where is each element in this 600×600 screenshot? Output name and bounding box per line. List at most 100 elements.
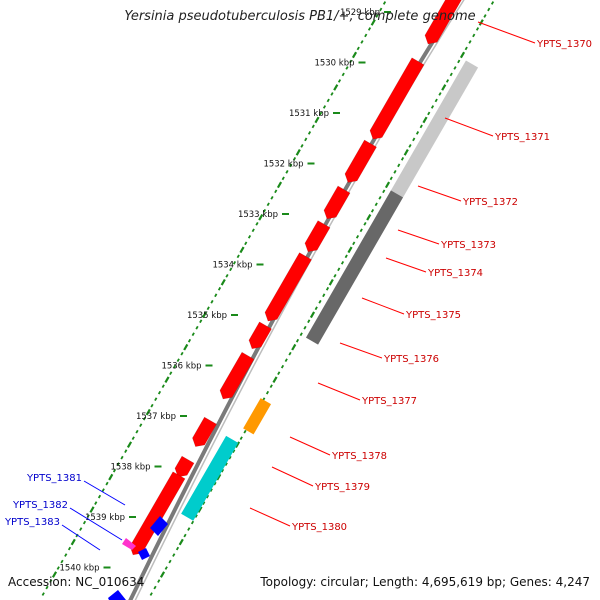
- gene-leader-line: [271, 466, 314, 487]
- tick-mark: [322, 105, 327, 109]
- tick-mark: [232, 449, 236, 453]
- tick-mark: [445, 79, 450, 83]
- tick-mark: [131, 436, 135, 440]
- tick-mark: [438, 92, 442, 96]
- tick-mark: [274, 189, 278, 194]
- tick-mark: [280, 364, 285, 369]
- gene-label[interactable]: YPTS_1370: [536, 39, 592, 50]
- gene-leader-line: [339, 342, 383, 359]
- tick-mark: [187, 527, 191, 531]
- tick-mark: [187, 338, 192, 343]
- tick-mark: [314, 306, 318, 311]
- gene-label[interactable]: YPTS_1381: [26, 473, 82, 484]
- tick-mark: [51, 571, 58, 578]
- gene-label[interactable]: YPTS_1377: [361, 396, 417, 407]
- tick-mark: [183, 533, 187, 538]
- tick-mark: [434, 98, 438, 103]
- tick-mark: [412, 137, 416, 142]
- tick-mark: [124, 449, 128, 453]
- scale-label: 1532 kbp: [263, 160, 303, 170]
- tick-mark: [311, 124, 315, 129]
- tick-mark: [94, 501, 98, 505]
- gene-leader-line: [397, 229, 440, 245]
- gene-label[interactable]: YPTS_1373: [440, 240, 496, 251]
- tick-mark: [126, 441, 133, 448]
- tick-mark: [427, 111, 431, 116]
- tick-mark: [191, 332, 195, 337]
- gene-label[interactable]: YPTS_1371: [494, 132, 550, 143]
- tick-mark: [201, 311, 208, 319]
- gene-label[interactable]: YPTS_1372: [462, 197, 518, 208]
- gene-label[interactable]: YPTS_1383: [4, 517, 60, 528]
- tick-mark: [105, 481, 109, 486]
- tick-mark: [375, 14, 379, 18]
- gene-label[interactable]: YPTS_1380: [291, 522, 347, 533]
- tick-mark: [360, 40, 364, 44]
- gene-label[interactable]: YPTS_1376: [383, 354, 439, 365]
- tick-mark: [269, 384, 273, 389]
- tick-mark: [89, 506, 95, 513]
- tick-mark: [403, 149, 409, 156]
- tick-mark: [449, 72, 453, 77]
- gene-leader-line: [249, 507, 291, 527]
- tick-mark: [367, 27, 372, 31]
- tick-mark: [206, 306, 210, 311]
- gene-label[interactable]: YPTS_1382: [12, 500, 68, 511]
- tick-mark: [209, 488, 213, 492]
- tick-mark: [41, 592, 45, 596]
- tick-mark: [234, 441, 241, 448]
- dark-gray-feature: [305, 190, 404, 345]
- tick-mark: [325, 286, 330, 291]
- tick-mark: [244, 241, 248, 246]
- tick-mark: [172, 553, 176, 557]
- gene-leader-line: [289, 436, 331, 456]
- scale-label: 1533 kbp: [238, 210, 278, 220]
- tick-mark: [168, 559, 172, 564]
- forward-gene-arrow: [369, 57, 425, 140]
- tick-mark: [225, 273, 229, 278]
- gene-label[interactable]: YPTS_1375: [405, 310, 461, 321]
- tick-mark: [441, 84, 447, 91]
- tick-mark: [214, 293, 218, 298]
- gene-leader-line: [417, 185, 462, 202]
- tick-mark: [169, 371, 173, 376]
- tick-mark: [374, 202, 378, 207]
- forward-gene-arrow: [192, 416, 217, 447]
- tick-mark: [258, 214, 264, 221]
- tick-mark: [161, 384, 165, 389]
- tick-mark: [178, 538, 184, 546]
- scale-label: 1539 kbp: [85, 513, 125, 523]
- tick-mark: [108, 473, 114, 481]
- tick-mark: [149, 592, 153, 596]
- tick-mark: [291, 343, 297, 351]
- tick-mark: [195, 325, 199, 330]
- scale-label: 1534 kbp: [212, 261, 252, 271]
- forward-gene-arrow: [323, 185, 351, 220]
- tick-mark: [172, 364, 177, 369]
- tick-mark: [453, 66, 457, 70]
- tick-mark: [139, 423, 143, 428]
- tick-mark: [194, 514, 198, 518]
- gene-label[interactable]: YPTS_1379: [314, 482, 370, 493]
- tick-mark: [344, 254, 348, 259]
- tick-mark: [70, 538, 76, 546]
- backbone-highlight: [134, 0, 465, 600]
- gene-leader-line: [317, 382, 361, 401]
- tick-mark: [382, 1, 387, 5]
- tick-mark: [337, 79, 342, 83]
- tick-mark: [284, 358, 288, 363]
- cyan-feature: [181, 435, 239, 521]
- tick-mark: [341, 72, 345, 77]
- tick-mark: [487, 7, 491, 12]
- gene-leader-line: [385, 257, 427, 273]
- tick-mark: [64, 553, 68, 557]
- tick-mark: [430, 105, 435, 109]
- gene-label[interactable]: YPTS_1374: [427, 268, 483, 279]
- tick-mark: [356, 46, 360, 51]
- gene-label[interactable]: YPTS_1378: [331, 451, 387, 462]
- tick-mark: [363, 221, 367, 226]
- reverse-gene-arrow: [138, 548, 150, 560]
- tick-mark: [478, 19, 484, 26]
- tick-mark: [472, 33, 476, 38]
- tick-mark: [272, 376, 278, 384]
